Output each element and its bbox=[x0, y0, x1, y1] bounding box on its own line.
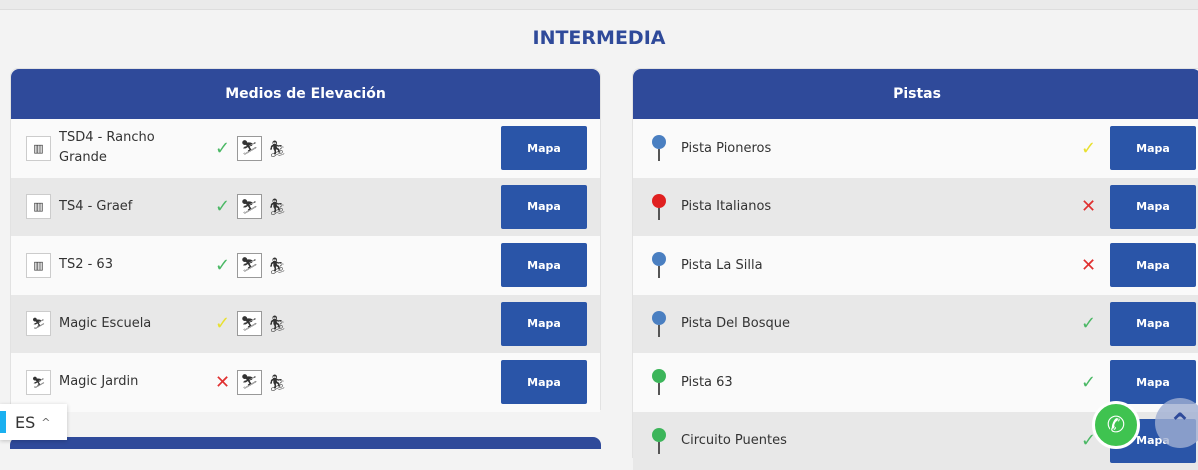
slope-name: Pista La Silla bbox=[681, 258, 763, 273]
status-closed-icon: ✕ bbox=[1081, 255, 1096, 276]
chairlift-icon: ▥ bbox=[26, 136, 51, 161]
chairlift-icon: ▥ bbox=[26, 194, 51, 219]
lifts-header: Medios de Elevación bbox=[11, 69, 600, 119]
slope-difficulty-pin-icon bbox=[652, 252, 666, 278]
lift-name: TS2 - 63 bbox=[59, 255, 199, 275]
slope-row: Pista Del Bosque ✓ Mapa bbox=[633, 295, 1198, 354]
magic-carpet-icon: ⛷ bbox=[26, 311, 51, 336]
status-open-icon: ✓ bbox=[215, 138, 230, 159]
snowboarder-icon: 🏂︎ bbox=[267, 373, 287, 392]
status-open-icon: ✓ bbox=[215, 255, 230, 276]
slope-name: Pista Del Bosque bbox=[681, 316, 790, 331]
section-title: INTERMEDIA bbox=[0, 27, 1198, 49]
status-closed-icon: ✕ bbox=[215, 372, 230, 393]
chairlift-icon: ▥ bbox=[26, 253, 51, 278]
lift-name: TS4 - Graef bbox=[59, 197, 199, 217]
map-button[interactable]: Mapa bbox=[1110, 185, 1196, 229]
slope-name: Pista 63 bbox=[681, 375, 733, 390]
slope-difficulty-pin-icon bbox=[652, 428, 666, 454]
map-button[interactable]: Mapa bbox=[1110, 243, 1196, 287]
map-button[interactable]: Mapa bbox=[501, 360, 587, 404]
scroll-top-button[interactable]: ⌃ bbox=[1155, 398, 1198, 448]
whatsapp-icon: ✆ bbox=[1107, 413, 1125, 438]
lifts-panel: Medios de Elevación ▥ TSD4 - Rancho Gran… bbox=[10, 68, 601, 410]
lift-row: ▥ TSD4 - Rancho Grande ✓ ⛷ 🏂︎ Mapa bbox=[11, 119, 600, 178]
skier-icon: ⛷ bbox=[237, 253, 262, 278]
status-open-icon: ✓ bbox=[1081, 372, 1096, 393]
snowboarder-icon: 🏂︎ bbox=[267, 139, 287, 158]
status-warning-icon: ✓ bbox=[215, 313, 230, 334]
slope-name: Pista Italianos bbox=[681, 199, 771, 214]
skier-icon: ⛷ bbox=[237, 370, 262, 395]
lift-name: Magic Escuela bbox=[59, 314, 199, 334]
chevron-up-icon: ⌃ bbox=[1168, 407, 1191, 440]
slopes-panel: Pistas Pista Pioneros ✓ Mapa Pista Itali… bbox=[632, 68, 1198, 458]
slope-difficulty-pin-icon bbox=[652, 135, 666, 161]
slope-row: Pista Pioneros ✓ Mapa bbox=[633, 119, 1198, 178]
slope-name: Circuito Puentes bbox=[681, 433, 787, 448]
skier-icon: ⛷ bbox=[237, 311, 262, 336]
map-button[interactable]: Mapa bbox=[501, 302, 587, 346]
slopes-header: Pistas bbox=[633, 69, 1198, 119]
snowboarder-icon: 🏂︎ bbox=[267, 256, 287, 275]
lift-row: ⛷ Magic Jardin ✕ ⛷ 🏂︎ Mapa bbox=[11, 353, 600, 412]
language-selector[interactable]: ES ^ bbox=[0, 404, 67, 440]
slope-row: Pista Italianos ✕ Mapa bbox=[633, 178, 1198, 237]
language-label: ES bbox=[15, 413, 35, 432]
flag-icon bbox=[0, 411, 6, 433]
slope-row: Pista La Silla ✕ Mapa bbox=[633, 236, 1198, 295]
map-button[interactable]: Mapa bbox=[501, 243, 587, 287]
top-bar bbox=[0, 0, 1198, 10]
magic-carpet-icon: ⛷ bbox=[26, 370, 51, 395]
snowboarder-icon: 🏂︎ bbox=[267, 197, 287, 216]
slope-difficulty-pin-icon bbox=[652, 369, 666, 395]
skier-icon: ⛷ bbox=[237, 136, 262, 161]
map-button[interactable]: Mapa bbox=[501, 185, 587, 229]
whatsapp-button[interactable]: ✆ bbox=[1092, 401, 1140, 449]
snowboarder-icon: 🏂︎ bbox=[267, 314, 287, 333]
skier-icon: ⛷ bbox=[237, 194, 262, 219]
status-open-icon: ✓ bbox=[215, 196, 230, 217]
lift-name: TSD4 - Rancho Grande bbox=[59, 128, 199, 168]
status-open-icon: ✓ bbox=[1081, 313, 1096, 334]
chevron-up-icon: ^ bbox=[41, 416, 50, 429]
lift-row: ▥ TS4 - Graef ✓ ⛷ 🏂︎ Mapa bbox=[11, 178, 600, 237]
map-button[interactable]: Mapa bbox=[501, 126, 587, 170]
lift-row: ⛷ Magic Escuela ✓ ⛷ 🏂︎ Mapa bbox=[11, 295, 600, 354]
status-warning-icon: ✓ bbox=[1081, 138, 1096, 159]
slope-difficulty-pin-icon bbox=[652, 194, 666, 220]
next-panel-header bbox=[10, 437, 601, 449]
map-button[interactable]: Mapa bbox=[1110, 302, 1196, 346]
slope-difficulty-pin-icon bbox=[652, 311, 666, 337]
lift-row: ▥ TS2 - 63 ✓ ⛷ 🏂︎ Mapa bbox=[11, 236, 600, 295]
slope-name: Pista Pioneros bbox=[681, 141, 771, 156]
status-closed-icon: ✕ bbox=[1081, 196, 1096, 217]
lift-name: Magic Jardin bbox=[59, 372, 199, 392]
map-button[interactable]: Mapa bbox=[1110, 126, 1196, 170]
